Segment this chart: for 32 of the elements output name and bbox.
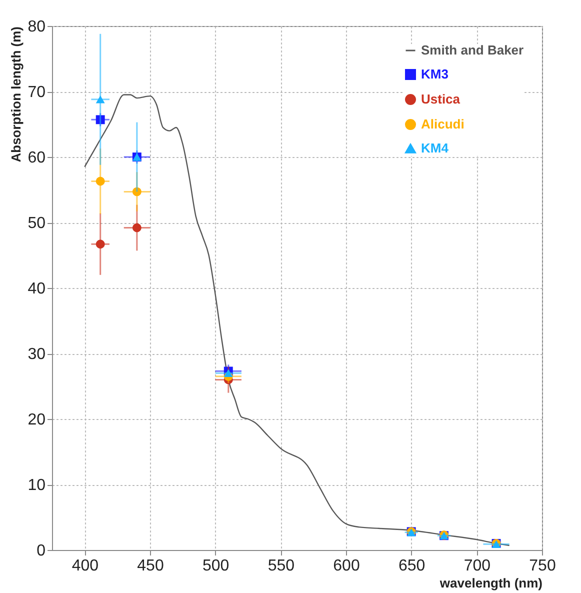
x-tick-label: 400: [72, 558, 99, 574]
y-tick-label: 80: [28, 18, 46, 36]
point: [96, 176, 105, 186]
y-tick-label: 20: [28, 412, 46, 428]
x-tick-label: 550: [268, 558, 295, 574]
point: [224, 369, 233, 378]
y-tick-label: 0: [36, 542, 46, 560]
legend-label: Alicudi: [421, 116, 464, 132]
line-series: [84, 94, 510, 546]
y-axis-title: Absorption length (m): [8, 26, 24, 162]
legend-label: Smith and Baker: [421, 42, 524, 58]
legend-label: KM3: [421, 66, 448, 82]
x-tick-label: 500: [202, 558, 230, 574]
x-axis-title: wavelength (nm): [438, 576, 542, 590]
y-tick-label: 40: [28, 280, 46, 298]
legend-label: KM4: [421, 140, 450, 156]
y-tick-label: 70: [28, 84, 46, 101]
x-tick-label: 750: [529, 558, 556, 574]
point: [96, 240, 105, 249]
point: [132, 223, 142, 232]
y-tick-label: 50: [28, 215, 46, 232]
x-tick-label: 600: [333, 558, 360, 574]
x-tick-label: 450: [137, 558, 164, 574]
x-tick-label: 700: [464, 558, 491, 574]
y-tick-label: 60: [28, 150, 46, 166]
point: [96, 115, 105, 124]
y-tick-label: 30: [28, 346, 46, 363]
point: [96, 95, 105, 104]
y-tick-label: 10: [28, 477, 46, 494]
x-tick-label: 650: [398, 558, 426, 574]
point: [132, 187, 142, 196]
legend-label: Ustica: [421, 92, 461, 106]
